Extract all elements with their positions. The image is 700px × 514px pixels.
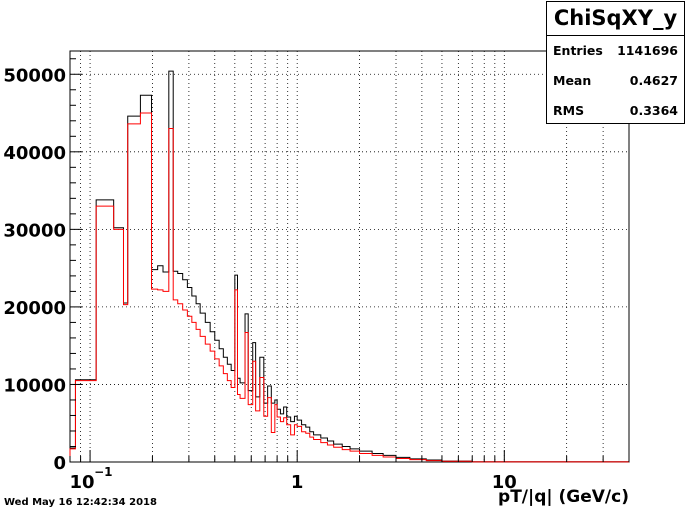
x-tick-label: 10 <box>70 472 95 493</box>
histogram-series-2 <box>69 112 630 463</box>
stats-value: 0.4627 <box>629 73 678 88</box>
x-axis-label: pT/|q| (GeV/c) <box>498 487 629 507</box>
x-tick-label: 1 <box>291 472 304 493</box>
timestamp-footer: Wed May 16 12:42:34 2018 <box>4 497 157 508</box>
series-layer <box>69 70 630 463</box>
y-tick-label: 20000 <box>3 298 66 319</box>
stats-row-entries: Entries 1141696 <box>547 36 684 66</box>
y-tick-label: 50000 <box>3 65 66 86</box>
stats-label: Entries <box>553 43 603 58</box>
stats-row-mean: Mean 0.4627 <box>547 66 684 96</box>
x-tick-label-exponent: −1 <box>94 465 112 479</box>
y-tick-label: 30000 <box>3 220 66 241</box>
histogram-series-1 <box>69 70 630 463</box>
stats-label: Mean <box>553 73 592 88</box>
x-tick-label: 10 <box>492 472 517 493</box>
stats-value: 1141696 <box>617 43 678 58</box>
stats-value: 0.3364 <box>629 103 678 118</box>
stats-title: ChiSqXY_y <box>547 2 684 36</box>
y-tick-label: 0 <box>53 453 66 474</box>
stats-label: RMS <box>553 103 585 118</box>
y-tick-label: 40000 <box>3 143 66 164</box>
stats-row-rms: RMS 0.3364 <box>547 96 684 126</box>
grid-lines <box>69 51 630 462</box>
stats-box: ChiSqXY_y Entries 1141696 Mean 0.4627 RM… <box>546 1 685 124</box>
y-tick-label: 10000 <box>3 375 66 396</box>
plot-frame <box>69 50 630 463</box>
